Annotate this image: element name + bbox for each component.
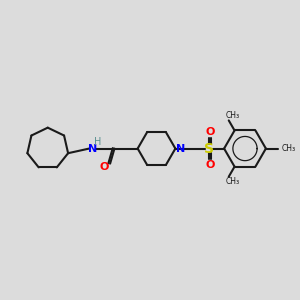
Text: CH₃: CH₃ xyxy=(281,144,296,153)
Text: CH₃: CH₃ xyxy=(225,111,239,120)
Text: H: H xyxy=(94,137,102,147)
Text: N: N xyxy=(176,143,185,154)
Text: S: S xyxy=(204,142,214,155)
Text: O: O xyxy=(100,162,109,172)
Text: O: O xyxy=(205,160,214,170)
Text: CH₃: CH₃ xyxy=(225,177,239,186)
Text: N: N xyxy=(88,143,97,154)
Text: O: O xyxy=(205,127,214,137)
